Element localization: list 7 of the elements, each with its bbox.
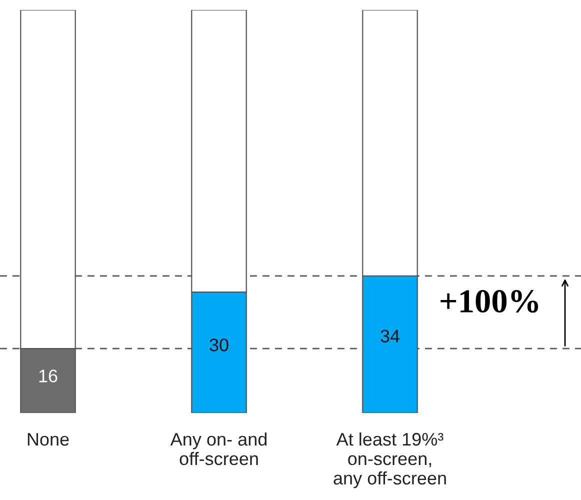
data-label: 16 <box>39 370 58 382</box>
annotation: +100% <box>440 290 538 313</box>
x-tick-label: None <box>28 433 69 446</box>
data-label: 34 <box>380 330 400 342</box>
data-label: 30 <box>210 338 228 352</box>
x-tick-label: Any on- and off-screen <box>170 432 267 466</box>
x-tick-label: At least 19%³ on-screen, any off-screen <box>334 432 446 488</box>
